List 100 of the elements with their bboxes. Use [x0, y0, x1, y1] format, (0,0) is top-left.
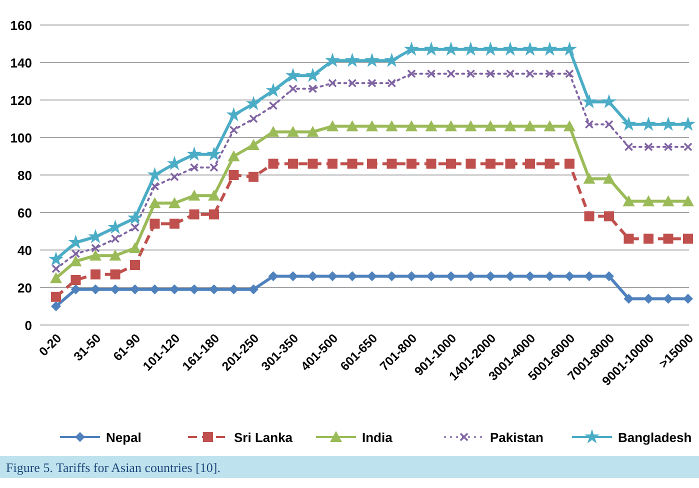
legend-label: Bangladesh — [618, 430, 692, 445]
point — [525, 158, 535, 169]
point — [564, 120, 576, 132]
point — [386, 120, 398, 132]
point — [70, 255, 82, 266]
point — [50, 272, 62, 284]
point — [90, 269, 100, 280]
point — [268, 271, 278, 282]
point — [584, 271, 594, 282]
point — [148, 197, 161, 208]
point — [484, 120, 496, 132]
point — [88, 228, 104, 244]
point — [525, 271, 535, 282]
point — [660, 116, 676, 131]
point — [446, 158, 456, 169]
point — [109, 250, 122, 261]
y-tick-label: 160 — [10, 18, 32, 33]
point — [522, 41, 538, 56]
point — [324, 52, 340, 68]
point — [601, 94, 617, 108]
point — [166, 156, 182, 170]
point — [248, 284, 258, 294]
point — [108, 220, 123, 234]
point — [644, 294, 654, 304]
legend-label: Nepal — [106, 430, 142, 445]
point — [426, 271, 436, 282]
point — [127, 210, 143, 225]
point — [72, 250, 80, 258]
y-tick-label: 140 — [10, 56, 32, 70]
point — [208, 190, 220, 201]
point — [384, 52, 400, 68]
point — [246, 96, 262, 110]
point — [344, 52, 360, 68]
point — [306, 126, 319, 137]
point — [189, 209, 200, 220]
point — [504, 120, 516, 132]
point — [364, 52, 380, 68]
point — [682, 195, 694, 206]
point — [170, 218, 180, 229]
point — [565, 70, 574, 78]
point — [624, 294, 634, 304]
point — [206, 146, 222, 161]
point — [111, 234, 120, 243]
point — [48, 251, 64, 266]
point — [582, 94, 597, 108]
point — [584, 211, 594, 222]
point — [466, 70, 475, 78]
point — [663, 294, 674, 304]
point — [662, 195, 674, 206]
point — [249, 114, 258, 123]
point — [228, 170, 239, 180]
point — [466, 158, 476, 169]
point — [683, 234, 693, 244]
y-tick-label: 100 — [10, 130, 32, 146]
point — [486, 158, 496, 169]
point — [482, 41, 498, 56]
point — [642, 195, 654, 206]
point — [328, 158, 338, 169]
point — [130, 223, 140, 232]
point — [288, 271, 298, 282]
point — [267, 126, 280, 137]
point — [326, 120, 338, 132]
point — [505, 271, 516, 282]
point — [70, 284, 81, 294]
point — [583, 172, 596, 184]
point — [425, 120, 438, 132]
point — [188, 190, 200, 201]
point — [406, 158, 416, 169]
legend-label: Sri Lanka — [234, 430, 294, 445]
point — [228, 150, 240, 162]
legend-label: Pakistan — [490, 430, 544, 445]
point — [544, 158, 555, 169]
point — [486, 70, 495, 78]
y-tick-label: 20 — [18, 280, 32, 296]
point — [170, 284, 180, 294]
point — [70, 275, 81, 285]
point — [426, 158, 436, 169]
point — [248, 172, 258, 182]
point — [445, 120, 457, 132]
point — [347, 158, 358, 169]
point — [505, 158, 516, 169]
point — [406, 271, 416, 282]
point — [308, 271, 318, 282]
point — [604, 271, 614, 282]
y-tick-label: 40 — [18, 243, 32, 258]
point — [248, 139, 260, 150]
point — [308, 158, 318, 169]
point — [209, 209, 219, 220]
point — [90, 250, 102, 261]
point — [564, 158, 574, 169]
point — [446, 70, 456, 78]
point — [621, 116, 636, 131]
point — [443, 41, 459, 56]
point — [130, 260, 140, 270]
point — [130, 284, 140, 294]
point — [386, 158, 397, 169]
point — [150, 218, 160, 229]
point — [466, 271, 476, 282]
point — [427, 70, 436, 78]
point — [663, 234, 674, 244]
